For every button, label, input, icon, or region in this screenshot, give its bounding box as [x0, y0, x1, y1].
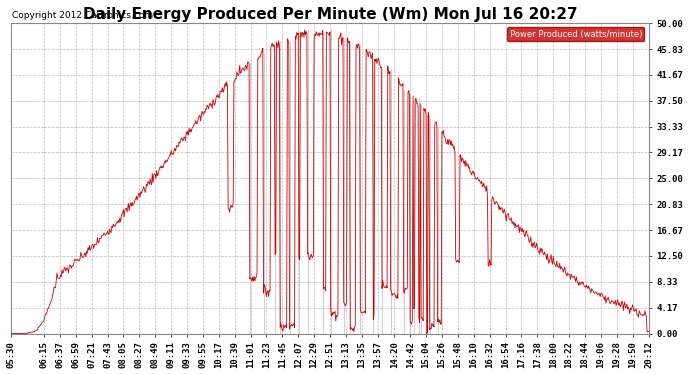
Title: Daily Energy Produced Per Minute (Wm) Mon Jul 16 20:27: Daily Energy Produced Per Minute (Wm) Mo…	[83, 7, 578, 22]
Legend: Power Produced (watts/minute): Power Produced (watts/minute)	[507, 27, 644, 41]
Text: Copyright 2012 Cartronics.com: Copyright 2012 Cartronics.com	[12, 11, 153, 20]
